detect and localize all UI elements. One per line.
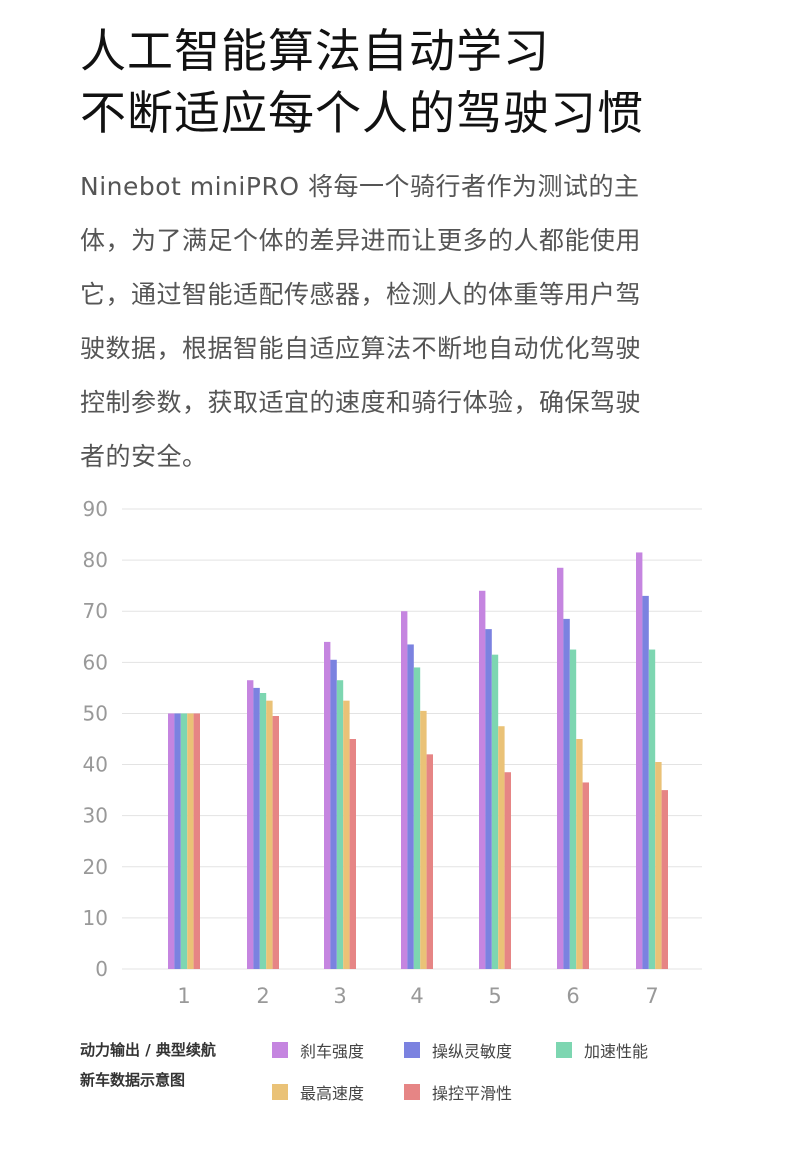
legend-swatch (272, 1042, 288, 1058)
headline-line-2: 不断适应每个人的驾驶习惯 (80, 86, 644, 140)
x-axis-ticks: 1 2 3 4 5 6 7 (177, 984, 658, 1008)
y-tick-label: 40 (83, 753, 108, 777)
description-line: 驶数据，根据智能自适应算法不断地自动优化驾驶 (80, 334, 642, 363)
legend-item-brake: 刹车强度 (272, 1038, 364, 1062)
legend-caption: 动力输出 / 典型续航 新车数据示意图 (80, 1035, 216, 1095)
x-tick-label: 2 (256, 984, 269, 1008)
bar (247, 680, 254, 969)
bar-chart: 0 10 20 30 40 50 60 70 80 90 1 2 3 4 5 6 7 (83, 497, 702, 1008)
bar (187, 713, 194, 969)
bar (648, 649, 656, 969)
legend-swatch (272, 1084, 288, 1100)
bar (426, 754, 433, 969)
bar (266, 700, 273, 969)
bar (420, 710, 427, 969)
y-tick-label: 70 (83, 599, 108, 623)
headline: 人工智能算法自动学习 不断适应每个人的驾驶习惯 (80, 20, 740, 144)
y-tick-label: 80 (83, 548, 108, 572)
y-tick-label: 90 (83, 497, 108, 521)
bar (563, 618, 570, 969)
x-tick-label: 4 (410, 984, 423, 1008)
legend-swatch (404, 1042, 420, 1058)
description-line: 它，通过智能适配传感器，检测人的体重等用户驾 (80, 280, 642, 309)
y-tick-label: 50 (83, 701, 108, 725)
x-tick-label: 1 (177, 984, 190, 1008)
description-line: Ninebot miniPRO 将每一个骑行者作为测试的主 (80, 172, 640, 201)
bar (349, 739, 356, 969)
bar (576, 739, 583, 969)
legend-label: 操控平滑性 (432, 1084, 513, 1103)
bar (569, 649, 577, 969)
bar (582, 782, 589, 969)
bar (168, 713, 175, 969)
bar (253, 687, 260, 969)
bar (336, 680, 344, 969)
legend-item-top-speed: 最高速度 (272, 1080, 364, 1104)
bar (655, 762, 662, 969)
legend-item-acceleration: 加速性能 (556, 1038, 648, 1062)
bar (193, 713, 200, 969)
legend-caption-line-1: 动力输出 / 典型续航 (80, 1041, 216, 1059)
bar (636, 552, 643, 969)
bar (413, 667, 421, 969)
x-tick-label: 7 (645, 984, 658, 1008)
x-tick-label: 6 (566, 984, 579, 1008)
bar (642, 595, 649, 969)
x-tick-label: 5 (488, 984, 501, 1008)
y-axis-ticks: 0 10 20 30 40 50 60 70 80 90 (83, 497, 108, 981)
y-tick-label: 10 (83, 906, 108, 930)
headline-line-1: 人工智能算法自动学习 (80, 24, 550, 78)
bar (401, 611, 408, 969)
legend-swatch (556, 1042, 572, 1058)
legend-label: 加速性能 (584, 1042, 649, 1061)
bar (330, 659, 337, 969)
bar (504, 772, 511, 969)
bar (479, 590, 486, 969)
legend-swatch (404, 1084, 420, 1100)
bar (485, 629, 492, 969)
legend-label: 刹车强度 (300, 1042, 365, 1061)
bar (174, 713, 181, 969)
y-tick-label: 0 (95, 957, 108, 981)
bar (272, 716, 279, 969)
bar (259, 693, 267, 969)
bar (324, 641, 331, 969)
bar (498, 726, 505, 969)
y-tick-label: 30 (83, 804, 108, 828)
bar (343, 700, 350, 969)
bars (168, 552, 668, 969)
legend-label: 最高速度 (300, 1084, 365, 1103)
bar (557, 567, 564, 969)
bar (661, 790, 668, 969)
description-line: 控制参数，获取适宜的速度和骑行体验，确保驾驶 (80, 388, 642, 417)
bar (491, 654, 499, 969)
description-line: 体，为了满足个体的差异进而让更多的人都能使用 (80, 226, 642, 255)
legend-caption-line-2: 新车数据示意图 (80, 1071, 186, 1089)
legend-item-sensitivity: 操纵灵敏度 (404, 1038, 512, 1062)
y-tick-label: 20 (83, 855, 108, 879)
legend-label: 操纵灵敏度 (432, 1042, 513, 1061)
description-line: 者的安全。 (80, 442, 208, 471)
bar (180, 713, 188, 969)
y-tick-label: 60 (83, 650, 108, 674)
bar (407, 644, 414, 969)
x-tick-label: 3 (333, 984, 346, 1008)
legend-item-smoothness: 操控平滑性 (404, 1080, 512, 1104)
description-paragraph: Ninebot miniPRO 将每一个骑行者作为测试的主 体，为了满足个体的差… (80, 160, 720, 484)
